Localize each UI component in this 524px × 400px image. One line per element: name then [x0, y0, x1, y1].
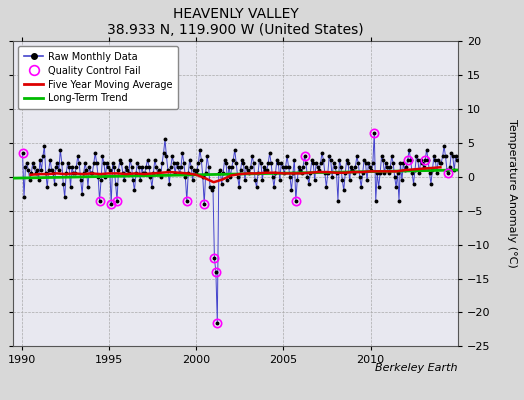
Title: HEAVENLY VALLEY
38.933 N, 119.900 W (United States): HEAVENLY VALLEY 38.933 N, 119.900 W (Uni…: [107, 7, 364, 37]
Legend: Raw Monthly Data, Quality Control Fail, Five Year Moving Average, Long-Term Tren: Raw Monthly Data, Quality Control Fail, …: [18, 46, 179, 109]
Text: Berkeley Earth: Berkeley Earth: [375, 363, 458, 373]
Y-axis label: Temperature Anomaly (°C): Temperature Anomaly (°C): [507, 119, 517, 268]
